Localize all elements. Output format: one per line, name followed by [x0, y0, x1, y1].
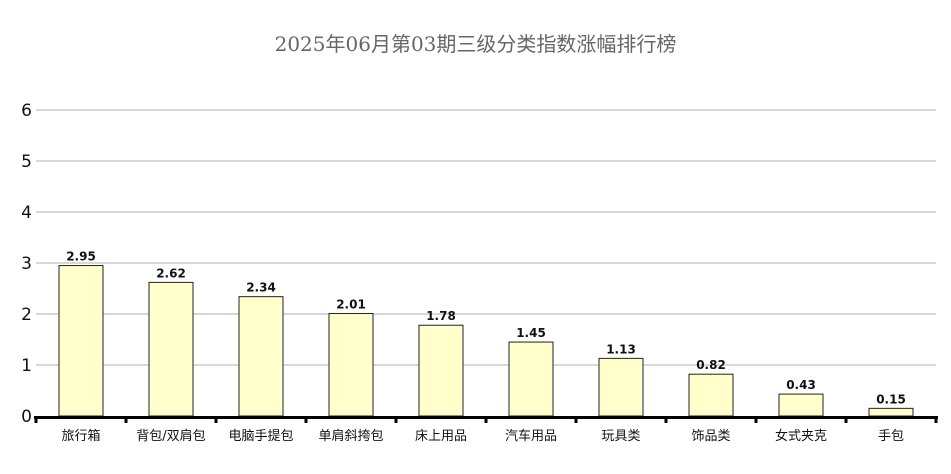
- data-labels: 2.95 2.62 2.34 2.01 1.78 1.45 1.13 0.82 0.43 0.15: [66, 250, 906, 407]
- bar-3: [328, 312, 374, 417]
- bar-2: [238, 296, 284, 417]
- bar-5: [508, 341, 554, 417]
- chart-title: 2025年06月第03期三级分类指数涨幅排行榜: [274, 32, 677, 56]
- y-tick-label-5: 5: [21, 152, 32, 172]
- bar-6: [598, 357, 644, 417]
- x-tick-label-8: 女式夹克: [775, 428, 827, 444]
- data-label-8: 0.43: [786, 378, 816, 392]
- bar-8: [778, 393, 824, 417]
- data-label-2: 2.34: [246, 281, 276, 295]
- data-label-5: 1.45: [516, 326, 546, 340]
- x-tick-label-6: 玩具类: [601, 429, 640, 444]
- bar-4: [418, 324, 464, 417]
- y-tick-label-1: 1: [21, 356, 32, 376]
- x-tick-label-5: 汽车用品: [505, 428, 557, 444]
- x-tick-label-9: 手包: [878, 429, 904, 444]
- x-tick-label-1: 背包/双肩包: [136, 428, 205, 444]
- y-tick-label-2: 2: [21, 305, 32, 325]
- y-tick-label-3: 3: [21, 254, 32, 274]
- x-tick-label-7: 饰品类: [691, 429, 730, 444]
- x-tick-label-2: 电脑手提包: [228, 428, 293, 444]
- y-tick-label-0: 0: [21, 407, 32, 427]
- axes: 0 1 2 3 4 5 6 旅行箱 背包/双肩包 电脑手提包 单肩斜挎包 床上用品 汽车用品 玩具类 饰品类…: [21, 101, 938, 444]
- data-label-9: 0.15: [876, 392, 906, 406]
- data-label-7: 0.82: [696, 358, 726, 372]
- data-label-0: 2.95: [66, 250, 96, 264]
- bar-1: [148, 281, 194, 417]
- y-tick-label-6: 6: [21, 101, 32, 121]
- x-tick-label-0: 旅行箱: [61, 428, 100, 444]
- data-label-4: 1.78: [426, 309, 456, 323]
- bar-0: [58, 265, 104, 417]
- bar-7: [688, 373, 734, 417]
- bar-9: [868, 407, 914, 417]
- x-tick-label-4: 床上用品: [415, 429, 467, 444]
- data-label-6: 1.13: [606, 342, 636, 356]
- data-label-1: 2.62: [156, 266, 186, 280]
- y-tick-label-4: 4: [21, 203, 32, 223]
- data-label-3: 2.01: [336, 297, 366, 311]
- x-tick-label-3: 单肩斜挎包: [318, 428, 383, 444]
- bars: [58, 265, 914, 417]
